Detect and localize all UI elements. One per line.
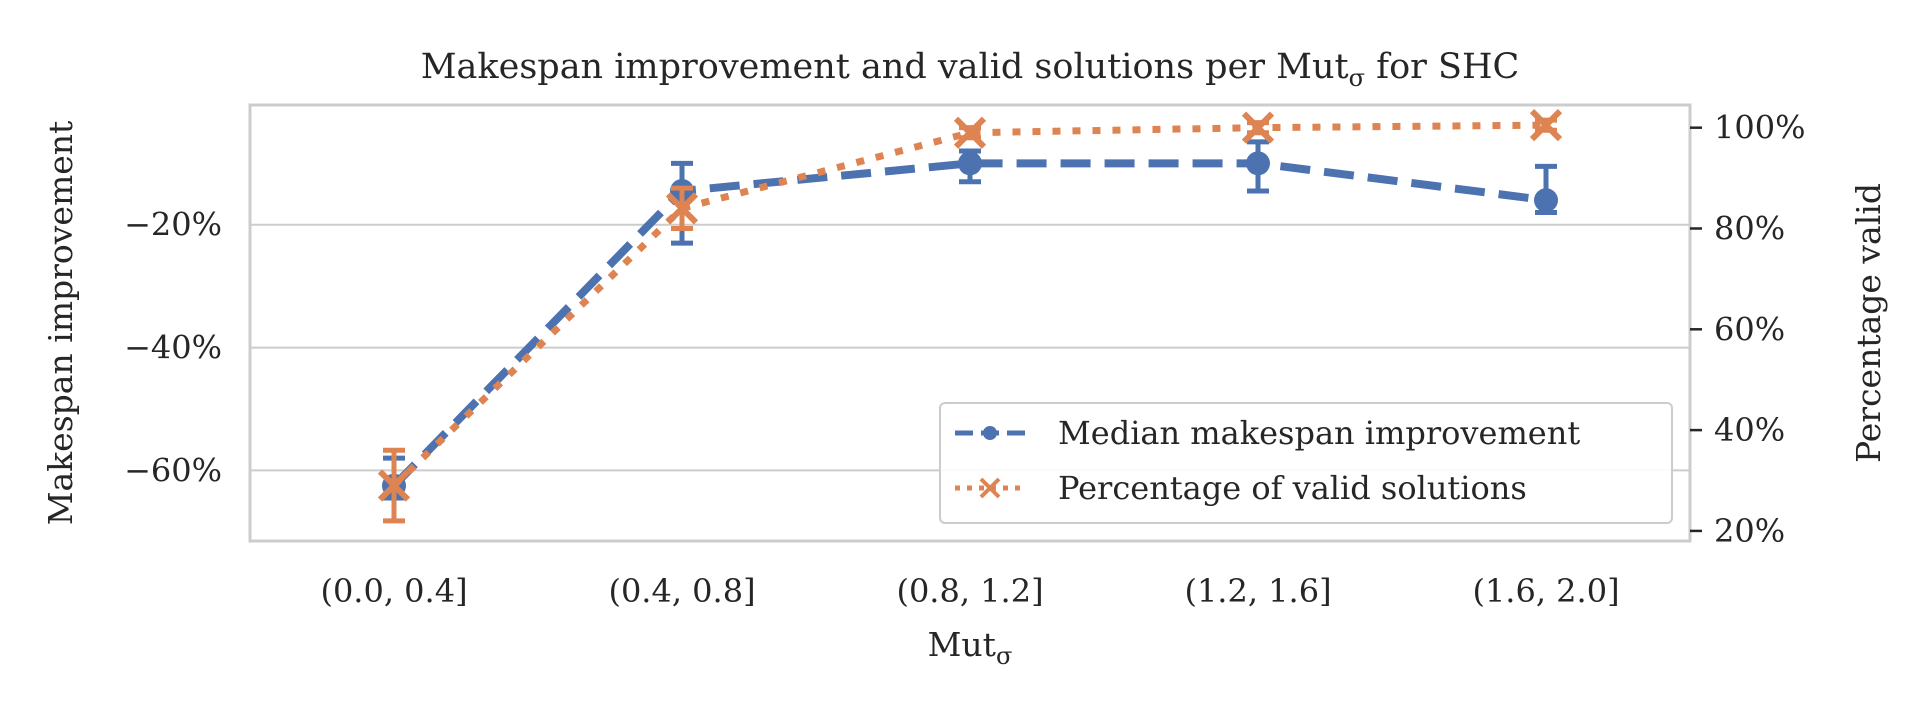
data-point [958,151,982,176]
y-axis-label-right: Percentage valid [1849,183,1888,463]
series-line [391,121,1547,489]
left-y-tick-label: −40% [124,329,222,367]
data-point [1534,188,1558,213]
series-line [391,159,1547,489]
left-y-tick-label: −20% [124,206,222,244]
plot-frame [248,103,1692,543]
x-tick-label: (0.4, 0.8] [608,572,755,610]
x-tick-label: (0.0, 0.4] [320,572,467,610]
x-tick-label: (1.6, 2.0] [1472,572,1619,610]
x-axis-label: Mutσ [928,625,1013,670]
right-y-tick-label: 100% [1714,109,1805,147]
chart-title: Makespan improvement and valid solutions… [421,47,1520,92]
legend-item-valid: Percentage of valid solutions [955,469,1527,507]
data-point [377,469,411,502]
axis-ticks: −20% −40% −60% 100% 80% 60% 40% 20% (0.0, 0.4] (0… [124,109,1805,610]
y-axis-label-left: Makespan improvement [41,121,80,526]
legend-label-valid: Percentage of valid solutions [1058,469,1527,507]
x-tick-label: (1.2, 1.6] [1184,572,1331,610]
right-y-tick-label: 20% [1714,512,1785,550]
right-y-tick-label: 80% [1714,209,1785,247]
right-y-tick-label: 40% [1714,411,1785,449]
legend-label-median: Median makespan improvement [1058,414,1580,452]
data-point [1241,111,1275,144]
legend-marker-valid [979,477,1001,499]
left-y-tick-label: −60% [124,451,222,489]
right-y-tick-label: 60% [1714,310,1785,348]
legend-item-median: Median makespan improvement [955,414,1580,452]
data-point [953,116,987,149]
x-tick-label: (0.8, 1.2] [896,572,1043,610]
legend-box [939,402,1673,524]
series [377,109,1563,524]
legend: Median makespan improvement Percentage o… [939,402,1673,524]
data-point [1246,151,1270,176]
legend-marker-median [983,426,997,440]
data-point [665,192,699,225]
data-point [1529,109,1563,142]
